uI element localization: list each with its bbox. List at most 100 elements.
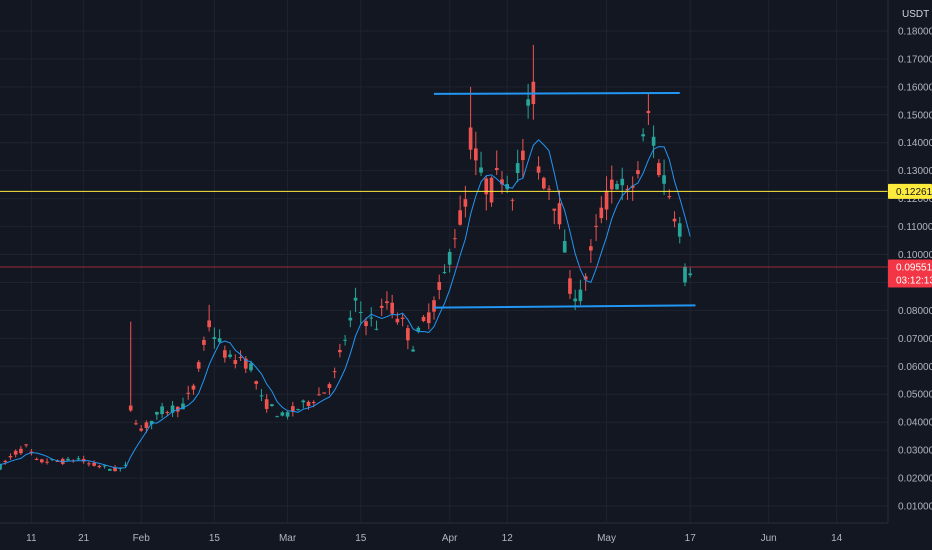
price-tick-label: 0.16000 (898, 82, 932, 93)
candle-body (562, 241, 567, 253)
candle-body (369, 317, 374, 319)
candle-body (630, 185, 635, 188)
candle-body (526, 99, 530, 106)
candle-body (128, 405, 133, 411)
price-tick-label: 0.01000 (898, 502, 932, 513)
candle-body (657, 162, 661, 176)
candle-body (107, 469, 112, 471)
time-tick-label: 14 (831, 533, 843, 544)
time-tick-label: 15 (209, 533, 221, 544)
candle-body (160, 406, 164, 415)
candle-body (432, 300, 436, 312)
last-price-value: 0.09551 (896, 263, 932, 274)
time-tick-label: Jun (761, 533, 777, 544)
candle-body (301, 400, 306, 403)
candle-body (437, 281, 442, 290)
candle-body (411, 349, 415, 352)
candle-body (270, 404, 274, 406)
candle-body (76, 458, 81, 460)
price-tick-label: 0.10000 (898, 250, 932, 261)
candle-body (311, 402, 316, 404)
candle-body (364, 321, 368, 327)
candle-body (416, 327, 421, 332)
candle-body (683, 267, 687, 283)
candle-body (228, 354, 232, 357)
candle-body (672, 218, 677, 222)
candle-body (254, 381, 259, 384)
candle-body (87, 463, 91, 465)
candle-body (536, 166, 541, 173)
candle-body (212, 337, 217, 339)
candle-body (468, 127, 473, 150)
candle-body (97, 465, 102, 468)
moving-average-line (0, 139, 691, 469)
candle-body (327, 384, 332, 388)
candle-body (453, 238, 457, 240)
candle-body (578, 289, 583, 302)
candle-body (390, 302, 394, 314)
candle-body (290, 406, 295, 412)
candle-body (191, 385, 196, 390)
candle-body (662, 175, 666, 184)
candle-body (646, 110, 651, 114)
price-tick-label: 0.03000 (898, 446, 932, 457)
candle-body (0, 464, 2, 470)
candle-body (40, 459, 44, 463)
candle-body (395, 318, 400, 323)
candle-body (217, 338, 222, 342)
candle-body (19, 448, 23, 454)
candle-body (609, 179, 614, 190)
candle-body (243, 358, 248, 369)
candle-body (677, 223, 682, 237)
candle-body (322, 392, 327, 394)
candle-body (139, 428, 144, 431)
grid (0, 0, 888, 523)
candle-body (170, 405, 175, 413)
horizontal-levels[interactable] (0, 190, 888, 268)
price-tick-label: 0.07000 (898, 334, 932, 345)
candle-body (379, 305, 384, 308)
candle-body (615, 183, 619, 190)
candle-body (285, 412, 290, 417)
price-axis[interactable]: 0.18000 0.17000 0.16000 0.15000 0.14000 0.130… (887, 0, 932, 523)
candle-body (134, 423, 138, 425)
price-tick-label: 0.08000 (898, 306, 932, 317)
candle-body (113, 467, 117, 472)
candle-body (202, 339, 206, 345)
price-tick-label: 0.14000 (898, 138, 932, 149)
candle-body (144, 422, 149, 428)
price-tick-label: 0.15000 (898, 110, 932, 121)
time-tick-label: Apr (442, 533, 458, 544)
candle-body (196, 362, 201, 369)
candle-body (688, 273, 693, 276)
candle-body (421, 316, 426, 322)
candle-body (102, 465, 107, 467)
trendlines[interactable] (433, 91, 696, 309)
candle-body (374, 328, 379, 330)
candle-body (557, 203, 562, 225)
price-tick-label: 0.17000 (898, 54, 932, 65)
time-tick-label: Mar (279, 533, 297, 544)
candle-body (583, 276, 588, 280)
candle-body (447, 251, 452, 265)
candle-body (181, 403, 185, 410)
candle-body (541, 177, 546, 189)
candle-body (568, 278, 572, 294)
candle-body (573, 298, 578, 302)
price-tick-label: 0.18000 (898, 26, 932, 37)
candle-body (547, 188, 551, 190)
moving-average-series (0, 139, 691, 469)
price-tick-label: 0.04000 (898, 418, 932, 429)
candle-body (348, 317, 353, 321)
time-tick-label: May (597, 533, 616, 544)
candle-body (92, 462, 96, 466)
candle-body (442, 272, 447, 274)
candle-body (463, 199, 468, 207)
candle-body (207, 320, 211, 328)
candle-body (66, 458, 70, 461)
candle-body (81, 458, 86, 462)
time-axis[interactable]: 11 21 Feb 15 Mar 15 Apr 12 May 17 Jun 14 (0, 522, 888, 544)
yellow-level-value: 0.12261 (896, 187, 932, 198)
time-tick-label: 11 (26, 533, 37, 544)
